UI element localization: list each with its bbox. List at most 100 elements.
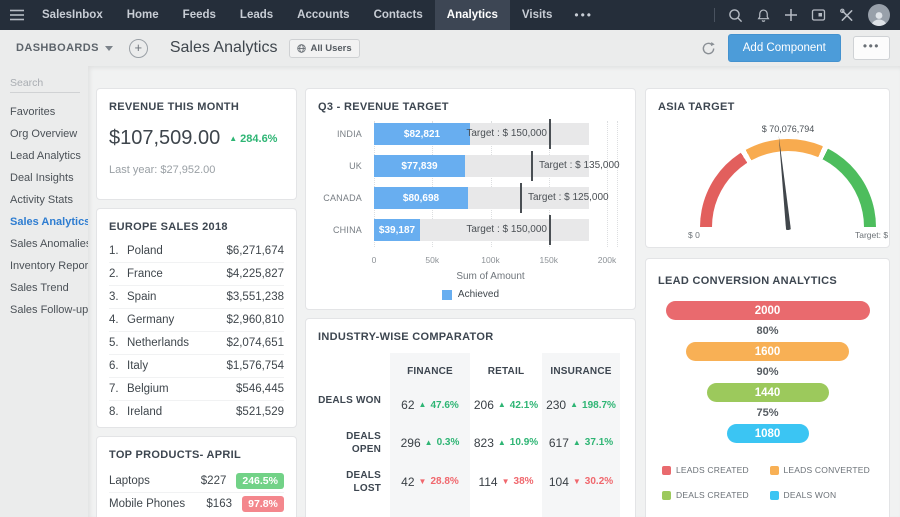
column-header-insurance: INSURANCE <box>550 366 612 377</box>
triangle-down-icon: ▼ <box>418 476 427 486</box>
sidebar-item-sales-anomalies[interactable]: Sales Anomalies <box>10 238 88 250</box>
tools-settings-icon[interactable] <box>839 8 855 23</box>
revenue-this-month-card: REVENUE THIS MONTH $107,509.00 ▲ 284.6% L… <box>96 88 297 200</box>
triangle-up-icon: ▲ <box>572 437 581 447</box>
rank-label: 2. <box>109 268 119 280</box>
country-name: Ireland <box>127 406 163 418</box>
sidebar-item-deal-insights[interactable]: Deal Insights <box>10 172 74 184</box>
nav-right-icons <box>714 4 900 26</box>
sidebar-item-sales-analytics[interactable]: Sales Analytics <box>10 216 88 228</box>
cell-change: 0.3% <box>436 437 460 448</box>
asia-target-gauge[interactable]: $ 70,076,794 $ 0 Target: $ 150,000,000 <box>688 124 889 240</box>
nav-overflow-icon[interactable]: ••• <box>574 8 594 22</box>
nav-item-feeds[interactable]: Feeds <box>182 9 216 21</box>
legend-item-deals-created: DEALS CREATED <box>662 490 770 500</box>
sidebar-item-sales-trend[interactable]: Sales Trend <box>10 282 69 294</box>
nav-item-contacts[interactable]: Contacts <box>373 9 423 21</box>
asia-target-card: ASIA TARGET $ 70,076,794 $ 0 Target: $ 1… <box>645 88 890 248</box>
list-item-ireland: 8. Ireland $521,529 <box>109 400 284 423</box>
list-item-belgium: 7. Belgium $546,445 <box>109 377 284 400</box>
list-item-mobile-phones: Mobile Phones $163 97.8% <box>109 492 284 515</box>
change-badge: 246.5% <box>236 472 284 489</box>
nav-item-analytics[interactable]: Analytics <box>434 0 510 30</box>
achieved-bar[interactable]: $39,187 <box>374 219 420 241</box>
card-title: EUROPE SALES 2018 <box>109 221 228 233</box>
nav-item-salesinbox[interactable]: SalesInbox <box>42 9 103 21</box>
achieved-bar[interactable]: $77,839 <box>374 155 465 177</box>
target-marker <box>531 151 533 181</box>
funnel-stage-leads-converted[interactable]: 1600 <box>686 342 849 361</box>
funnel-stage-leads-created[interactable]: 2000 <box>665 301 870 320</box>
sidebar-items: Favorites Org Overview Lead Analytics Deal … <box>0 101 88 321</box>
product-value: $227 <box>200 474 227 487</box>
nav-item-leads[interactable]: Leads <box>239 9 274 21</box>
more-options-button[interactable]: ••• <box>852 36 890 60</box>
bar-plot: $80,698 Target : $ 125,000 <box>374 183 623 213</box>
add-dashboard-button[interactable]: + <box>128 38 148 58</box>
sidebar-item-activity-stats[interactable]: Activity Stats <box>10 194 73 206</box>
cell-value: 230 <box>546 398 567 412</box>
rank-label: 4. <box>109 314 119 326</box>
cell-value: 296 <box>400 435 421 450</box>
country-value: $1,576,754 <box>226 360 284 372</box>
triangle-up-icon: ▲ <box>418 400 427 409</box>
bar-value-label: $77,839 <box>401 160 438 172</box>
bar-value-label: $39,187 <box>378 224 416 236</box>
bar-row-uk: UK $77,839 Target : $ 135,000 <box>318 151 623 181</box>
top-navbar: SalesInbox Home Feeds Leads Accounts Contacts… <box>0 0 900 30</box>
cell-change: 198.7% <box>582 399 616 411</box>
nav-item-visits[interactable]: Visits <box>521 9 553 21</box>
feedback-panel-icon[interactable] <box>811 8 826 22</box>
dashboards-dropdown[interactable]: DASHBOARDS <box>16 42 113 54</box>
country-value: $546,445 <box>236 383 284 395</box>
triangle-up-icon: ▲ <box>497 437 506 447</box>
gridline <box>607 121 608 247</box>
legend-swatch <box>662 490 671 500</box>
user-avatar[interactable] <box>868 4 890 26</box>
rank-label: 5. <box>109 337 119 349</box>
nav-item-accounts[interactable]: Accounts <box>297 9 350 21</box>
sidebar-search-input[interactable] <box>10 74 80 93</box>
table-cell: 114 ▼ 38% <box>470 456 542 495</box>
column-header-finance: FINANCE <box>407 366 453 377</box>
nav-items: SalesInbox Home Feeds Leads Accounts Contacts… <box>30 0 564 30</box>
add-plus-icon[interactable] <box>784 8 798 22</box>
sidebar-item-sales-follow-up-t[interactable]: Sales Follow-up T <box>10 304 88 316</box>
add-component-button[interactable]: Add Component <box>727 34 841 62</box>
notifications-bell-icon[interactable] <box>756 8 771 23</box>
dashboard-canvas: REVENUE THIS MONTH $107,509.00 ▲ 284.6% L… <box>88 66 900 517</box>
legend-swatch <box>662 465 671 475</box>
table-cell: 617 ▲ 37.1% <box>542 417 620 456</box>
funnel-stage-deals-won[interactable]: 1080 <box>726 424 809 443</box>
europe-sales-card: EUROPE SALES 2018 1. Poland $6,271,674 2. Fr… <box>96 208 297 428</box>
sidebar-item-lead-analytics[interactable]: Lead Analytics <box>10 150 81 162</box>
sidebar-item-favorites[interactable]: Favorites <box>10 106 56 118</box>
revenue-last-year: Last year: $27,952.00 <box>109 164 216 176</box>
search-icon[interactable] <box>728 8 743 23</box>
all-users-label: All Users <box>310 42 352 54</box>
nav-item-home[interactable]: Home <box>126 9 159 21</box>
achieved-bar[interactable]: $82,821 <box>374 123 470 145</box>
table-cell: 823 ▲ 10.9% <box>470 417 542 456</box>
refresh-icon[interactable] <box>701 41 716 56</box>
hamburger-menu-icon[interactable] <box>0 9 30 21</box>
country-name: Poland <box>127 244 163 257</box>
country-name: Netherlands <box>127 337 190 349</box>
sidebar-item-org-overview[interactable]: Org Overview <box>10 128 78 140</box>
achieved-bar[interactable]: $80,698 <box>374 187 468 209</box>
cell-change: 42.1% <box>509 399 539 411</box>
legend-label: LEADS CREATED <box>676 465 749 475</box>
industry-comparator-card: INDUSTRY-WISE COMPARATOR FINANCE RETAIL IN… <box>305 318 636 517</box>
country-value: $6,271,674 <box>226 244 284 257</box>
all-users-badge[interactable]: All Users <box>289 38 360 58</box>
list-item-italy: 6. Italy $1,576,754 <box>109 354 284 377</box>
cell-change: 47.6% <box>430 399 459 411</box>
product-name: Laptops <box>109 474 150 487</box>
legend-label: Achieved <box>457 289 500 300</box>
table-corner <box>318 357 390 381</box>
triangle-down-icon: ▼ <box>501 476 510 486</box>
funnel-stage-deals-created[interactable]: 1440 <box>706 383 829 402</box>
bar-row-india: INDIA $82,821 Target : $ 150,000 <box>318 119 623 149</box>
list-item-netherlands: 5. Netherlands $2,074,651 <box>109 331 284 354</box>
sidebar-item-inventory-reports[interactable]: Inventory Reports <box>10 260 88 272</box>
